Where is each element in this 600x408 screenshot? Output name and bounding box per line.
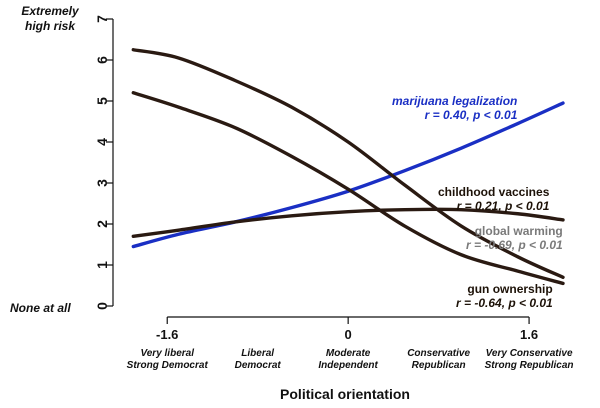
series-name-gun-ownership: gun ownership <box>467 282 553 296</box>
x-category-line1: Conservative <box>407 348 471 359</box>
series-name-marijuana-legalization: marijuana legalization <box>392 94 518 108</box>
y-tick-label-7: 7 <box>94 15 110 23</box>
annotation-global-warming: global warming r = -0.69, p < 0.01 <box>466 224 563 252</box>
annotation-gun-ownership: gun ownership r = -0.64, p < 0.01 <box>456 282 553 310</box>
x-category-2: Moderate Independent <box>303 348 393 372</box>
x-category-line2: Republican <box>411 360 466 371</box>
y-tick-label-2: 2 <box>94 220 110 228</box>
y-tick-label-0: 0 <box>94 302 110 310</box>
series-stat-global-warming: r = -0.69, p < 0.01 <box>466 238 563 252</box>
series-line-marijuana-legalization <box>131 101 565 249</box>
series-line-gun-ownership <box>131 91 565 286</box>
axes: 0 1 2 3 4 5 6 7 -1.6 0 1.6 <box>94 15 538 342</box>
y-top-anchor-label: Extremely high risk <box>21 4 79 33</box>
x-tick-label-0: 0 <box>345 327 352 342</box>
annotation-marijuana-legalization: marijuana legalization r = 0.40, p < 0.0… <box>392 94 517 122</box>
x-category-3: Conservative Republican <box>394 348 484 372</box>
x-category-line2: Democrat <box>234 360 281 371</box>
series-line-global-warming <box>131 48 565 279</box>
x-category-line1: Very Conservative <box>485 348 573 359</box>
y-tick-label-4: 4 <box>94 138 110 146</box>
x-category-line1: Moderate <box>325 348 371 359</box>
x-category-line2: Independent <box>318 360 378 371</box>
series-lines <box>131 48 565 286</box>
x-category-line2: Strong Democrat <box>126 360 208 371</box>
y-tick-label-6: 6 <box>94 56 110 64</box>
series-stat-gun-ownership: r = -0.64, p < 0.01 <box>456 296 553 310</box>
series-stat-childhood-vaccines: r = 0.21, p < 0.01 <box>456 199 550 213</box>
y-tick-label-5: 5 <box>94 97 110 105</box>
x-category-1: Liberal Democrat <box>213 348 303 372</box>
y-bottom-anchor-label: None at all <box>10 301 71 315</box>
x-category-line1: Liberal <box>241 348 275 359</box>
y-tick-label-3: 3 <box>94 179 110 187</box>
x-category-4: Very Conservative Strong Republican <box>484 348 574 372</box>
series-name-global-warming: global warming <box>474 224 563 238</box>
x-axis-title: Political orientation <box>280 386 410 402</box>
series-line-childhood-vaccines <box>131 207 565 238</box>
y-tick-label-1: 1 <box>94 261 110 269</box>
x-category-line1: Very liberal <box>140 348 194 359</box>
series-name-childhood-vaccines: childhood vaccines <box>438 185 550 199</box>
series-stat-marijuana-legalization: r = 0.40, p < 0.01 <box>424 108 518 122</box>
x-category-0: Very liberal Strong Democrat <box>122 348 212 372</box>
x-tick-label-neg1_6: -1.6 <box>156 327 178 342</box>
annotation-childhood-vaccines: childhood vaccines r = 0.21, p < 0.01 <box>438 185 549 213</box>
x-tick-label-1_6: 1.6 <box>520 327 538 342</box>
x-category-line2: Strong Republican <box>484 360 574 371</box>
